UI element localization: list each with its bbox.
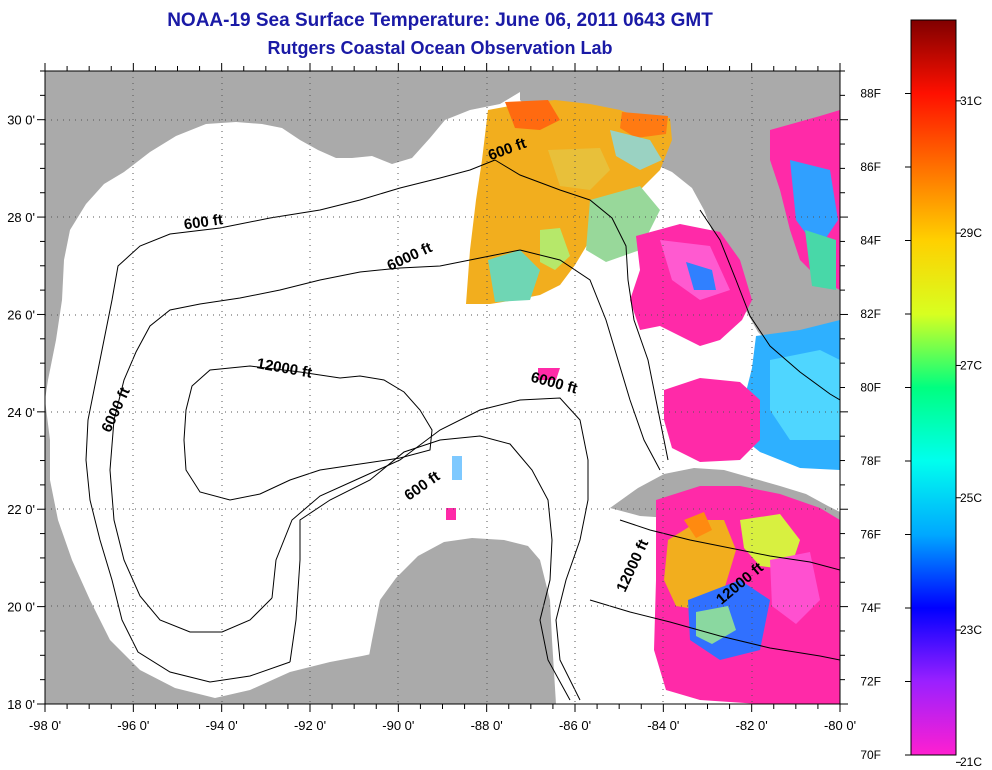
- lon-tick-label: -98 0': [29, 718, 61, 733]
- lon-tick-label: -92 0': [294, 718, 326, 733]
- lon-tick-label: -86 0': [559, 718, 591, 733]
- fahrenheit-label: 72F: [860, 675, 881, 689]
- yucatan-land: [360, 538, 556, 704]
- axis-ticks: [37, 63, 848, 712]
- celsius-label: 29C: [960, 226, 982, 240]
- celsius-label: 27C: [960, 358, 982, 372]
- map-title: NOAA-19 Sea Surface Temperature: June 06…: [167, 10, 713, 31]
- celsius-label: 21C: [960, 755, 982, 769]
- lon-tick-labels: -98 0' -96 0' -94 0' -92 0' -90 0' -88 0' -86 …: [29, 718, 856, 733]
- lon-tick-label: -90 0': [382, 718, 414, 733]
- mexico-coast-land: [45, 400, 392, 704]
- lat-tick-label: 22 0': [7, 502, 35, 517]
- fahrenheit-label: 84F: [860, 234, 881, 248]
- celsius-label: 25C: [960, 491, 982, 505]
- colorbar-celsius-labels: 31C 29C 27C 25C 23C 21C: [960, 94, 982, 769]
- lat-tick-labels: 18 0' 20 0' 22 0' 24 0' 26 0' 28 0' 30 0': [7, 113, 35, 712]
- fahrenheit-label: 74F: [860, 601, 881, 615]
- lon-tick-label: -84 0': [647, 718, 679, 733]
- lat-tick-label: 24 0': [7, 405, 35, 420]
- sst-data-patches: [446, 100, 840, 704]
- fahrenheit-label: 88F: [860, 87, 881, 101]
- graticule: [45, 71, 840, 704]
- fahrenheit-label: 78F: [860, 454, 881, 468]
- lon-tick-label: -80 0': [824, 718, 856, 733]
- fahrenheit-label: 82F: [860, 307, 881, 321]
- fahrenheit-label: 80F: [860, 381, 881, 395]
- lat-tick-label: 30 0': [7, 113, 35, 128]
- lat-tick-label: 20 0': [7, 600, 35, 615]
- lon-tick-label: -94 0': [206, 718, 238, 733]
- bathymetry-contours: [85, 159, 840, 701]
- contour-label: 600 ft: [183, 211, 224, 233]
- us-gulf-coast-land: [45, 71, 520, 400]
- celsius-label: 31C: [960, 94, 982, 108]
- lon-tick-label: -82 0': [736, 718, 768, 733]
- lat-tick-label: 18 0': [7, 697, 35, 712]
- lat-tick-label: 28 0': [7, 210, 35, 225]
- map-subtitle: Rutgers Coastal Ocean Observation Lab: [267, 38, 613, 58]
- lon-tick-label: -88 0': [471, 718, 503, 733]
- lon-tick-label: -96 0': [117, 718, 149, 733]
- colorbar-ticks: [905, 93, 961, 763]
- temperature-colorbar: [910, 19, 957, 756]
- colorbar-fahrenheit-labels: 88F 86F 84F 82F 80F 78F 76F 74F 72F 70F: [860, 87, 881, 763]
- celsius-label: 23C: [960, 623, 982, 637]
- fahrenheit-label: 86F: [860, 160, 881, 174]
- fahrenheit-label: 76F: [860, 528, 881, 542]
- fahrenheit-label: 70F: [860, 748, 881, 762]
- lat-tick-label: 26 0': [7, 307, 35, 322]
